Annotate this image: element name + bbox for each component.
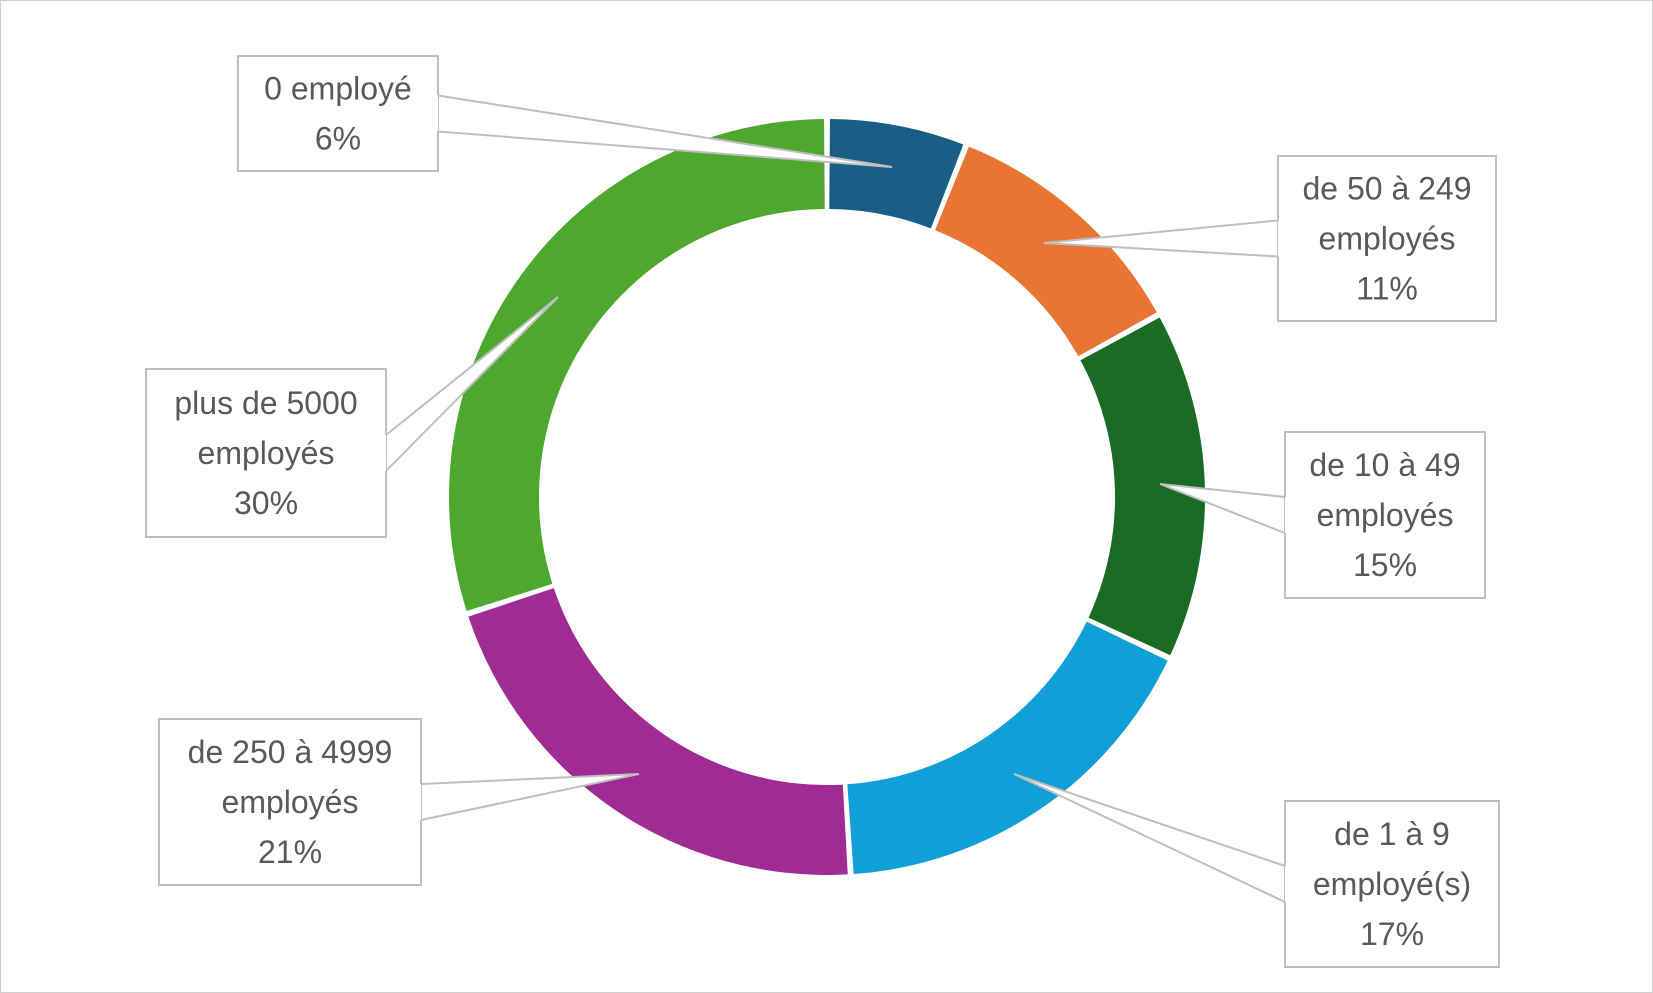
slice-percent-label: 6% [315, 121, 361, 157]
slice-percent-label: 15% [1353, 547, 1417, 583]
callout-leader-cover [1285, 866, 1392, 902]
slice-percent-label: 17% [1360, 916, 1424, 952]
callouts-layer: 0 employé 6% de 50 à 249 employés 11% de 10 à… [145, 55, 1500, 968]
slice-category-label: 0 employé [264, 71, 412, 107]
slice-category-label: employés [198, 435, 335, 471]
callout-leader-cover [290, 784, 421, 820]
donut-slice [847, 621, 1168, 875]
slice-percent-label: 30% [234, 485, 298, 521]
callout-leader-cover [1285, 497, 1385, 533]
callout-leader-cover [266, 435, 386, 471]
data-label-callout: de 10 à 49 employés 15% [1159, 431, 1486, 599]
slice-category-label: employés [1319, 221, 1456, 257]
donut-slice [468, 588, 848, 876]
slice-category-label: de 10 à 49 [1309, 447, 1460, 483]
slices-layer [449, 119, 1205, 876]
slice-category-label: de 50 à 249 [1302, 171, 1471, 207]
donut-slice [829, 119, 964, 229]
data-label-callout: de 250 à 4999 employés 21% [158, 718, 640, 886]
callout-leader-cover [338, 95, 438, 132]
slice-category-label: employé(s) [1313, 866, 1471, 902]
slice-category-label: plus de 5000 [174, 385, 357, 421]
data-label-callout: plus de 5000 employés 30% [145, 296, 559, 538]
slice-category-label: de 1 à 9 [1334, 816, 1450, 852]
donut-slice [449, 119, 825, 611]
slice-category-label: de 250 à 4999 [188, 734, 393, 770]
data-label-callout: 0 employé 6% [237, 55, 893, 172]
donut-slice [1080, 317, 1205, 656]
slice-category-label: employés [1317, 497, 1454, 533]
donut-slice [935, 146, 1157, 357]
callout-leader [1013, 773, 1286, 904]
data-label-callout: de 50 à 249 employés 11% [1043, 155, 1497, 322]
slice-percent-label: 11% [1356, 271, 1418, 307]
slice-category-label: employés [222, 784, 359, 820]
data-label-callout: de 1 à 9 employé(s) 17% [1013, 773, 1500, 968]
slice-percent-label: 21% [258, 834, 322, 870]
callout-leader-cover [1278, 220, 1387, 257]
